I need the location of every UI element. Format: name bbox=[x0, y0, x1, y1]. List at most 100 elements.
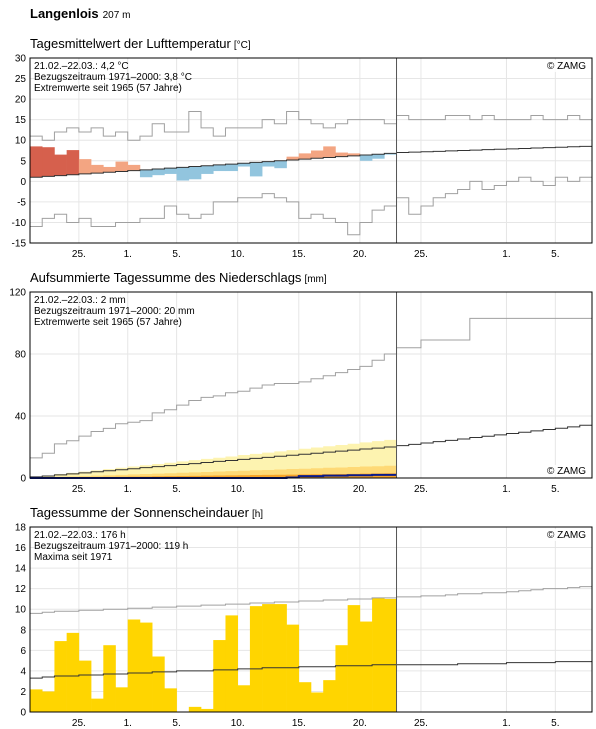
sunshine-unit: [h] bbox=[251, 509, 264, 520]
rain-xtick-label: 25. bbox=[414, 484, 428, 495]
temp-chart: -15 -10 -5 0 5 10 15 20 25 30 25. 1. 5. 10. 15. 20. 25. 1… bbox=[12, 54, 593, 260]
sun-ytick-label: 10 bbox=[15, 605, 27, 616]
rain-chart: 0 40 80 120 25. 1. 5. 10. 15. 20. 25. 1. 5. 21.02.–22… bbox=[9, 288, 593, 495]
warm-anomaly-bar bbox=[323, 146, 336, 158]
sunshine-bar bbox=[311, 692, 324, 712]
temp-ytick-label: 15 bbox=[15, 115, 27, 126]
sunshine-bar bbox=[372, 597, 385, 712]
warm-anomaly-bar bbox=[311, 150, 324, 159]
sunshine-bar bbox=[323, 680, 336, 712]
sunshine-bar bbox=[225, 615, 238, 712]
temp-xtick-label: 15. bbox=[292, 249, 306, 260]
cold-anomaly-bar bbox=[139, 169, 153, 178]
temp-copyright-bg bbox=[542, 60, 589, 72]
sunshine-bar bbox=[201, 708, 214, 712]
rain-xtick-label: 20. bbox=[353, 484, 367, 495]
sunshine-bar bbox=[384, 598, 397, 712]
sunshine-bar bbox=[42, 691, 55, 712]
cold-anomaly-bar bbox=[201, 165, 214, 174]
warm-anomaly-bar bbox=[286, 156, 300, 160]
sunshine-bar bbox=[78, 660, 92, 712]
warm-anomaly-bar bbox=[298, 153, 312, 160]
cold-anomaly-bar bbox=[164, 168, 177, 174]
temperature-title-text: Tagesmittelwert der Lufttemperatur bbox=[30, 36, 231, 51]
temp-ytick-label: -10 bbox=[12, 218, 27, 229]
sun-xtick-label: 25. bbox=[72, 718, 86, 729]
cold-anomaly-bar bbox=[152, 169, 165, 176]
cold-anomaly-bar bbox=[225, 164, 238, 172]
sunshine-bar bbox=[359, 621, 373, 712]
temp-ytick-label: 10 bbox=[15, 136, 27, 147]
temp-xtick-label: 10. bbox=[231, 249, 245, 260]
warm-anomaly-bar bbox=[30, 146, 43, 178]
rain-xtick-label: 15. bbox=[292, 484, 306, 495]
temp-xtick-label: 25. bbox=[414, 249, 428, 260]
rain-period-text: 21.02.–22.03.: 2 mm bbox=[34, 295, 126, 306]
sunshine-bar bbox=[298, 682, 312, 712]
sun-xtick-label: 10. bbox=[231, 718, 245, 729]
sunshine-bar bbox=[347, 605, 361, 712]
rain-ytick-label: 80 bbox=[15, 350, 27, 361]
temperature-title: Tagesmittelwert der Lufttemperatur [°C] bbox=[30, 36, 251, 51]
temp-xtick-label: 25. bbox=[72, 249, 86, 260]
sun-xtick-label: 5. bbox=[551, 718, 559, 729]
rain-xtick-label: 25. bbox=[72, 484, 86, 495]
sun-period-text: 21.02.–22.03.: 176 h bbox=[34, 530, 126, 541]
sun-ytick-label: 2 bbox=[20, 687, 26, 698]
warm-anomaly-bar bbox=[66, 150, 80, 175]
cold-anomaly-bar bbox=[249, 162, 263, 177]
rain-ytick-label: 120 bbox=[9, 288, 26, 299]
sun-ytick-label: 16 bbox=[15, 543, 27, 554]
temp-ytick-label: -5 bbox=[17, 197, 26, 208]
temp-ytick-label: 5 bbox=[20, 156, 26, 167]
cold-anomaly-bar bbox=[237, 163, 251, 167]
cold-anomaly-bar bbox=[359, 155, 373, 161]
cold-anomaly-bar bbox=[274, 160, 287, 169]
sunshine-bar bbox=[274, 604, 287, 712]
sunshine-bar bbox=[262, 604, 275, 712]
rain-copyright-bg bbox=[542, 465, 589, 477]
rain-copyright: © ZAMG bbox=[547, 466, 586, 477]
temp-ytick-label: 20 bbox=[15, 95, 27, 106]
sunshine-bar bbox=[164, 688, 177, 712]
rain-extremes-text: Extremwerte seit 1965 (57 Jahre) bbox=[34, 317, 182, 328]
sun-frame bbox=[29, 526, 593, 713]
temp-xtick-label: 20. bbox=[353, 249, 367, 260]
sun-reference-text: Bezugszeitraum 1971–2000: 119 h bbox=[34, 541, 188, 552]
sun-xtick-label: 25. bbox=[414, 718, 428, 729]
warm-anomaly-bar bbox=[127, 164, 141, 171]
station-header: Langenlois 207 m bbox=[30, 6, 130, 21]
rain-xtick-label: 5. bbox=[551, 484, 559, 495]
sunshine-bar bbox=[115, 687, 129, 712]
sunshine-bar bbox=[286, 624, 300, 712]
sun-ytick-label: 0 bbox=[20, 708, 26, 719]
precipitation-unit: [mm] bbox=[304, 274, 327, 285]
cold-anomaly-bar bbox=[213, 164, 226, 172]
extreme-max-line bbox=[30, 317, 592, 459]
normal-line bbox=[30, 424, 592, 478]
sun-xtick-label: 1. bbox=[502, 718, 510, 729]
sunshine-bar bbox=[91, 698, 104, 712]
temp-frame bbox=[29, 57, 593, 244]
sun-ytick-label: 4 bbox=[20, 666, 26, 677]
sunshine-bar bbox=[213, 640, 226, 712]
rain-frame bbox=[29, 291, 593, 479]
temp-reference-text: Bezugszeitraum 1971–2000: 3,8 °C bbox=[34, 72, 192, 83]
sun-ytick-label: 18 bbox=[15, 523, 27, 534]
sun-ytick-label: 8 bbox=[20, 625, 26, 636]
temp-ytick-label: 30 bbox=[15, 54, 27, 65]
warm-anomaly-bar bbox=[78, 159, 92, 174]
warm-anomaly-bar bbox=[347, 153, 361, 156]
temp-xtick-label: 5. bbox=[172, 249, 180, 260]
sunshine-bar bbox=[237, 685, 251, 712]
rain-xtick-label: 1. bbox=[502, 484, 510, 495]
cold-anomaly-bar bbox=[188, 166, 202, 180]
sun-extremes-text: Maxima seit 1971 bbox=[34, 552, 113, 563]
sun-copyright-bg bbox=[542, 529, 589, 541]
temp-xtick-label: 1. bbox=[502, 249, 510, 260]
sunshine-bar bbox=[54, 641, 67, 712]
precipitation-title-text: Aufsummierte Tagessumme des Niederschlag… bbox=[30, 270, 302, 285]
warm-anomaly-bar bbox=[115, 161, 129, 172]
sunshine-bar bbox=[66, 632, 80, 712]
